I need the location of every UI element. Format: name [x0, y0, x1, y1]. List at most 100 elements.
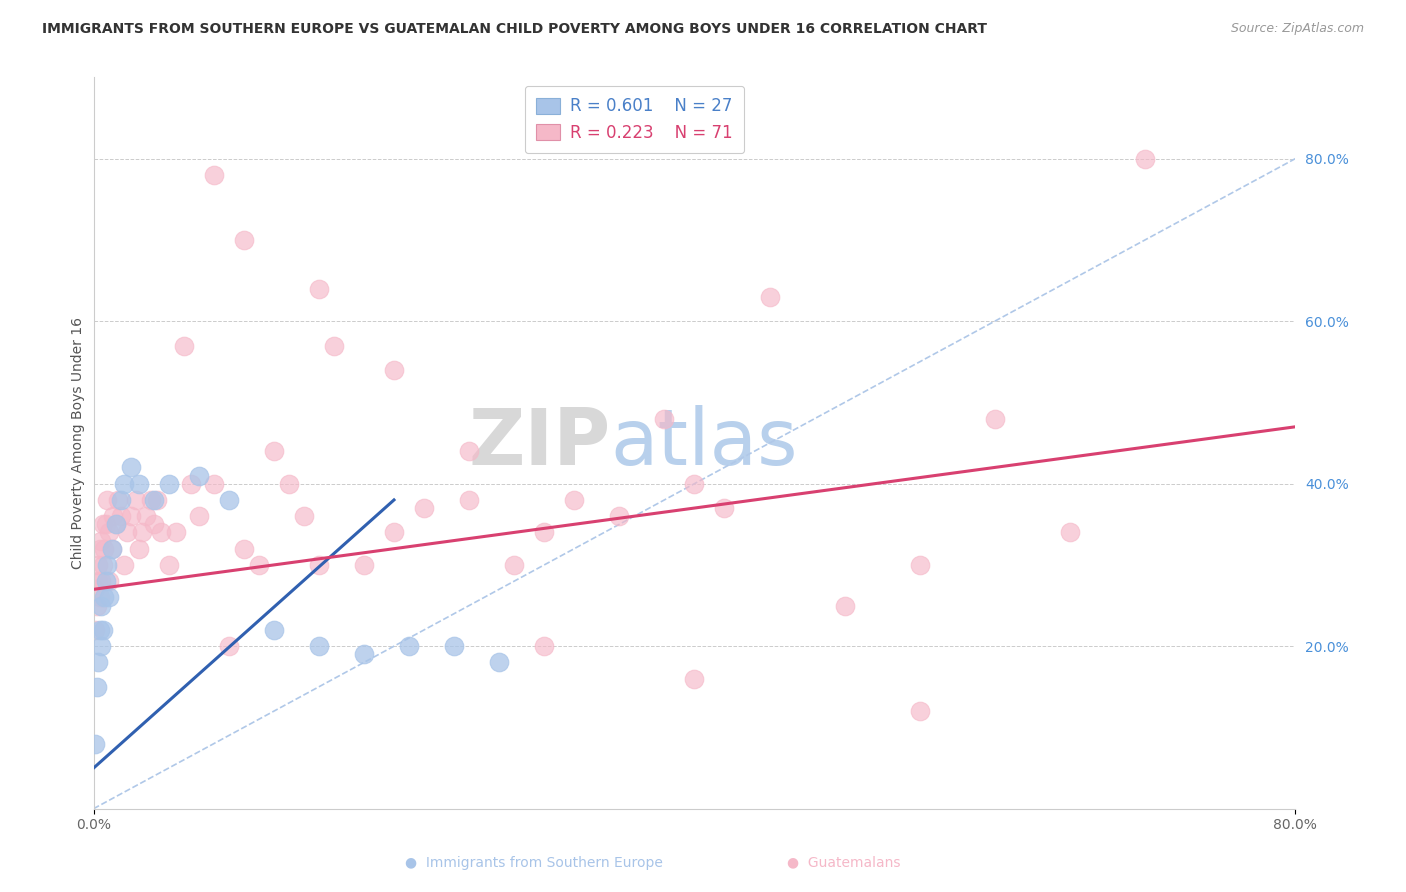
Point	[89, 541, 111, 556]
Point	[308, 639, 330, 653]
Point	[173, 338, 195, 352]
Point	[322, 338, 344, 352]
Point	[488, 656, 510, 670]
Point	[90, 639, 112, 653]
Point	[96, 492, 118, 507]
Point	[110, 509, 132, 524]
Point	[758, 290, 780, 304]
Point	[145, 492, 167, 507]
Point	[91, 517, 114, 532]
Point	[232, 233, 254, 247]
Point	[398, 639, 420, 653]
Point	[142, 492, 165, 507]
Point	[1133, 152, 1156, 166]
Point	[263, 444, 285, 458]
Point	[84, 737, 107, 751]
Point	[112, 558, 135, 572]
Point	[413, 501, 436, 516]
Point	[202, 476, 225, 491]
Point	[308, 558, 330, 572]
Point	[86, 680, 108, 694]
Point	[503, 558, 526, 572]
Point	[93, 591, 115, 605]
Text: IMMIGRANTS FROM SOUTHERN EUROPE VS GUATEMALAN CHILD POVERTY AMONG BOYS UNDER 16 : IMMIGRANTS FROM SOUTHERN EUROPE VS GUATE…	[42, 22, 987, 37]
Point	[84, 623, 107, 637]
Point	[115, 525, 138, 540]
Point	[97, 591, 120, 605]
Point	[89, 591, 111, 605]
Point	[97, 574, 120, 589]
Point	[562, 492, 585, 507]
Point	[97, 525, 120, 540]
Point	[150, 525, 173, 540]
Legend: R = 0.601    N = 27, R = 0.223    N = 71: R = 0.601 N = 27, R = 0.223 N = 71	[524, 86, 744, 153]
Point	[263, 623, 285, 637]
Point	[90, 533, 112, 548]
Point	[139, 492, 162, 507]
Point	[683, 672, 706, 686]
Point	[107, 492, 129, 507]
Point	[277, 476, 299, 491]
Point	[713, 501, 735, 516]
Point	[218, 492, 240, 507]
Point	[124, 492, 146, 507]
Point	[202, 168, 225, 182]
Point	[908, 558, 931, 572]
Point	[157, 558, 180, 572]
Point	[984, 411, 1007, 425]
Text: ZIP: ZIP	[468, 405, 610, 481]
Point	[187, 509, 209, 524]
Point	[91, 623, 114, 637]
Point	[105, 517, 128, 532]
Point	[218, 639, 240, 653]
Point	[607, 509, 630, 524]
Point	[443, 639, 465, 653]
Point	[165, 525, 187, 540]
Point	[382, 363, 405, 377]
Point	[91, 558, 114, 572]
Point	[458, 444, 481, 458]
Point	[135, 509, 157, 524]
Point	[458, 492, 481, 507]
Point	[87, 656, 110, 670]
Point	[120, 509, 142, 524]
Point	[157, 476, 180, 491]
Point	[654, 411, 676, 425]
Point	[908, 704, 931, 718]
Point	[90, 599, 112, 613]
Text: Source: ZipAtlas.com: Source: ZipAtlas.com	[1230, 22, 1364, 36]
Point	[84, 582, 107, 597]
Point	[382, 525, 405, 540]
Point	[142, 517, 165, 532]
Point	[89, 623, 111, 637]
Point	[105, 517, 128, 532]
Point	[128, 541, 150, 556]
Point	[87, 574, 110, 589]
Point	[128, 476, 150, 491]
Point	[247, 558, 270, 572]
Point	[834, 599, 856, 613]
Text: ●  Immigrants from Southern Europe: ● Immigrants from Southern Europe	[405, 855, 664, 870]
Point	[180, 476, 202, 491]
Point	[93, 541, 115, 556]
Point	[533, 639, 555, 653]
Point	[308, 282, 330, 296]
Point	[94, 574, 117, 589]
Point	[101, 509, 124, 524]
Point	[110, 492, 132, 507]
Point	[232, 541, 254, 556]
Point	[533, 525, 555, 540]
Point	[683, 476, 706, 491]
Point	[100, 541, 122, 556]
Point	[187, 468, 209, 483]
Point	[112, 476, 135, 491]
Point	[94, 517, 117, 532]
Point	[100, 541, 122, 556]
Point	[1059, 525, 1081, 540]
Point	[86, 599, 108, 613]
Text: ●  Guatemalans: ● Guatemalans	[787, 855, 900, 870]
Point	[87, 558, 110, 572]
Point	[131, 525, 153, 540]
Point	[96, 558, 118, 572]
Point	[292, 509, 315, 524]
